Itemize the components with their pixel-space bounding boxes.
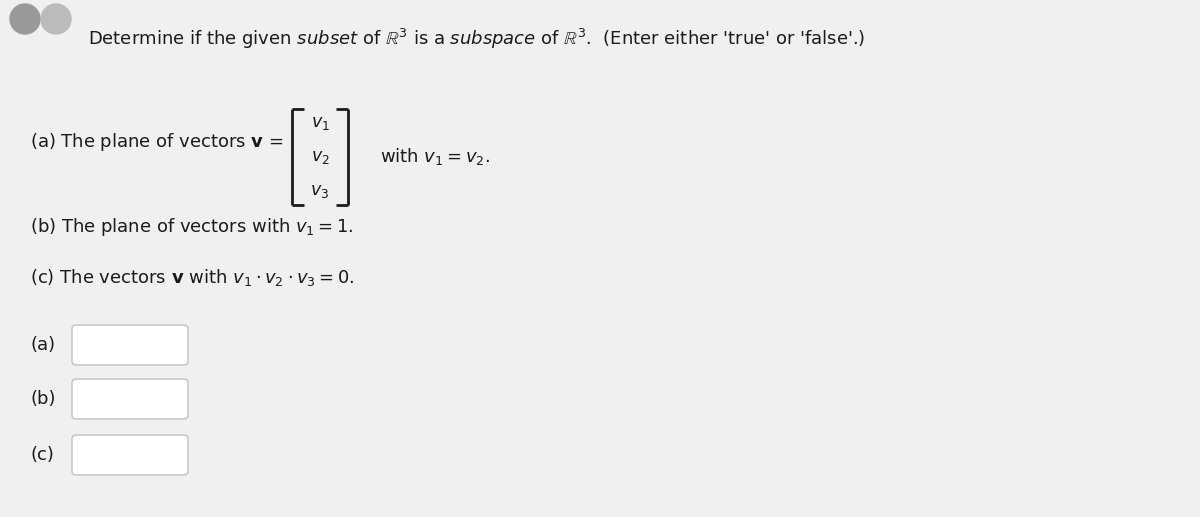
Text: (c) The vectors $\mathbf{v}$ with $v_1 \cdot v_2 \cdot v_3 = 0.$: (c) The vectors $\mathbf{v}$ with $v_1 \… (30, 266, 355, 287)
FancyBboxPatch shape (72, 379, 188, 419)
Text: $v_2$: $v_2$ (311, 148, 329, 166)
Text: (c): (c) (30, 446, 54, 464)
Text: with $v_1 = v_2.$: with $v_1 = v_2.$ (380, 146, 490, 168)
FancyBboxPatch shape (72, 435, 188, 475)
Circle shape (41, 4, 71, 34)
Text: Determine if the given $\it{subset}$ of $\mathbb{R}^3$ is a $\it{subspace}$ of $: Determine if the given $\it{subset}$ of … (88, 27, 865, 51)
Circle shape (10, 4, 40, 34)
FancyBboxPatch shape (72, 325, 188, 365)
Text: (a) The plane of vectors $\mathbf{v}$ =: (a) The plane of vectors $\mathbf{v}$ = (30, 131, 283, 153)
Text: (b): (b) (30, 390, 55, 408)
Text: $v_1$: $v_1$ (311, 114, 330, 132)
Text: $v_3$: $v_3$ (311, 181, 330, 200)
Text: (b) The plane of vectors with $v_1 = 1.$: (b) The plane of vectors with $v_1 = 1.$ (30, 216, 354, 238)
Text: (a): (a) (30, 336, 55, 354)
